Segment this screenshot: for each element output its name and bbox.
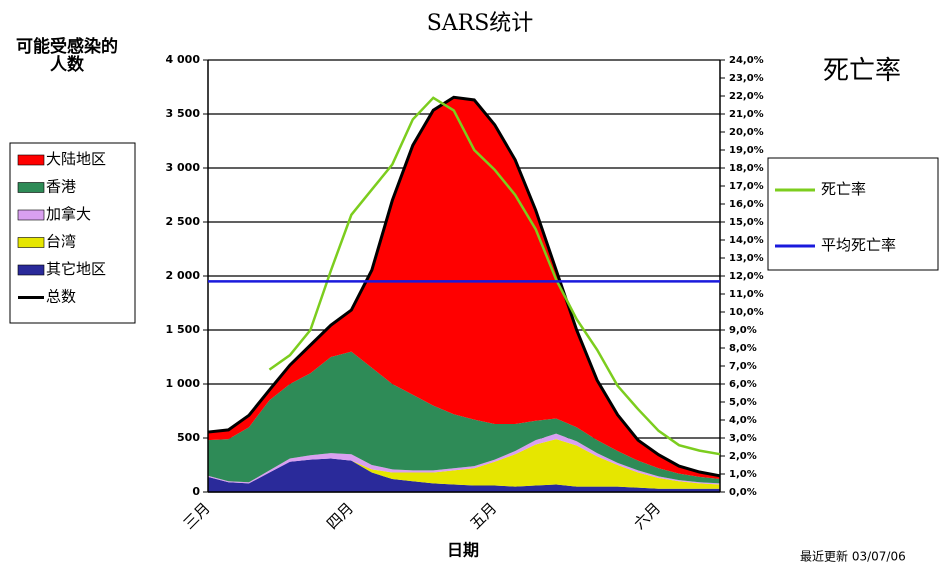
y2-tick-label: 11,0% [729, 289, 764, 300]
legend-label: 大陆地区 [46, 150, 106, 168]
y2-tick-label: 13,0% [729, 253, 764, 264]
y-tick-label: 2 000 [166, 269, 201, 282]
area [208, 458, 720, 492]
legend-label: 总数 [46, 288, 76, 306]
y2-tick-label: 1,0% [729, 469, 757, 480]
y-tick-label: 4 000 [166, 53, 201, 66]
y2-tick-label: 22,0% [729, 91, 764, 102]
x-tick-label: 四月 [323, 499, 357, 533]
legend-box [767, 157, 939, 271]
y2-tick-label: 6,0% [729, 379, 757, 390]
y2-axis-title: 死亡率 [823, 56, 901, 86]
legend-label: 平均死亡率 [821, 236, 896, 254]
x-tick-label: 三月 [180, 499, 214, 533]
x-tick-label: 六月 [630, 499, 664, 533]
legend-swatch [17, 209, 45, 221]
y-tick-label: 3 000 [166, 161, 201, 174]
area [208, 97, 720, 480]
legend-swatch [17, 264, 45, 276]
line [268, 96, 721, 456]
legend-label: 其它地区 [46, 260, 106, 278]
y-tick-label: 500 [177, 431, 200, 444]
y2-tick-label: 18,0% [729, 163, 764, 174]
y2-tick-label: 0,0% [729, 487, 757, 498]
y2-tick-label: 21,0% [729, 109, 764, 120]
area [208, 433, 720, 485]
y2-tick-label: 23,0% [729, 73, 764, 84]
legend-label: 香港 [46, 178, 76, 196]
legend-label: 死亡率 [821, 180, 866, 198]
x-tick-label: 五月 [466, 499, 500, 533]
y2-tick-label: 15,0% [729, 217, 764, 228]
legend-swatch [17, 237, 45, 248]
y2-tick-label: 20,0% [729, 127, 764, 138]
legend-swatch [17, 154, 45, 166]
y-tick-label: 0 [192, 485, 200, 498]
y-tick-label: 1 000 [166, 377, 201, 390]
legend-swatch [17, 182, 45, 193]
y2-tick-label: 9,0% [729, 325, 757, 336]
x-axis-title: 日期 [447, 541, 479, 560]
legend-box [9, 142, 136, 324]
y2-tick-label: 2,0% [729, 451, 757, 462]
y-axis-title: 可能受感染的人数 [16, 37, 118, 75]
y2-tick-label: 12,0% [729, 271, 764, 282]
y-tick-label: 3 500 [166, 107, 201, 120]
y2-tick-label: 3,0% [729, 433, 757, 444]
chart-title: SARS统计 [427, 11, 534, 36]
area [208, 439, 720, 489]
update-note: 最近更新 03/07/06 [800, 549, 906, 562]
y-tick-label: 1 500 [166, 323, 201, 336]
y2-tick-label: 14,0% [729, 235, 764, 246]
legend-label: 加拿大 [46, 205, 91, 223]
y2-tick-label: 8,0% [729, 343, 757, 354]
y-tick-label: 2 500 [166, 215, 201, 228]
y2-tick-label: 17,0% [729, 181, 764, 192]
area [208, 351, 720, 484]
y2-tick-label: 10,0% [729, 307, 764, 318]
y2-tick-label: 5,0% [729, 397, 757, 408]
y2-tick-label: 19,0% [729, 145, 764, 156]
line [207, 95, 721, 478]
y2-tick-label: 24,0% [729, 55, 764, 66]
y2-tick-label: 16,0% [729, 199, 764, 210]
y2-tick-label: 4,0% [729, 415, 757, 426]
legend-label: 台湾 [46, 233, 76, 251]
y2-tick-label: 7,0% [729, 361, 757, 372]
